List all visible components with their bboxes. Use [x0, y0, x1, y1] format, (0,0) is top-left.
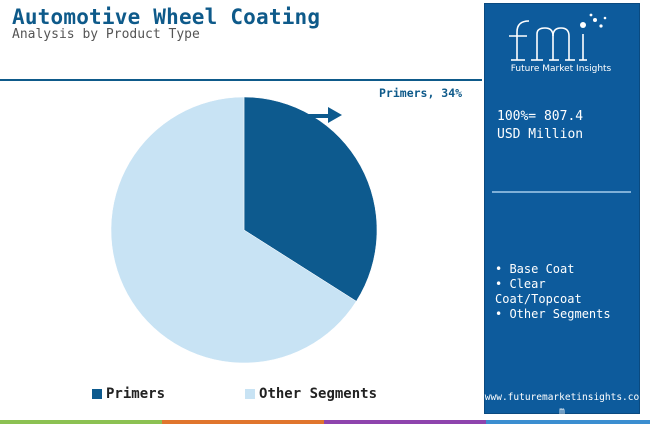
pie-slice-other-segments: [110, 96, 357, 364]
legend-item-other-segments: Other Segments: [245, 386, 377, 402]
header-divider: [0, 79, 482, 81]
page-title: Automotive Wheel Coating: [12, 5, 321, 29]
market-total-unit: USD Million: [497, 127, 584, 142]
legend-swatch-primers: [92, 389, 102, 399]
list-item: • Base Coat: [495, 262, 575, 276]
fmi-logo: [509, 13, 607, 61]
legend-label-primers: Primers: [106, 386, 166, 402]
market-total-value: 100%= 807.4: [497, 109, 584, 124]
list-item: • Clear Coat/Topcoat: [495, 277, 582, 306]
footer-bar-purple: [324, 420, 486, 424]
website-link[interactable]: www.futuremarketinsights.com: [484, 392, 640, 417]
primers-callout-label: Primers, 34%: [379, 86, 463, 100]
other-segments-list: • Base Coat • Clear Coat/Topcoat • Other…: [495, 262, 635, 322]
pie-slice-primers: [243, 96, 378, 302]
pie-chart: [110, 96, 378, 364]
market-total: 100%= 807.4 USD Million: [497, 108, 637, 144]
page-subtitle: Analysis by Product Type: [12, 27, 200, 42]
footer-bar-blue: [486, 420, 650, 424]
legend-swatch-other-segments: [245, 389, 256, 399]
logo-tagline: Future Market Insights: [510, 64, 612, 74]
legend-label-other-segments: Other Segments: [259, 386, 378, 402]
side-info-panel: [484, 3, 640, 414]
footer-bar-orange: [162, 420, 324, 424]
legend-item-primers: Primers: [92, 386, 165, 402]
chart-legend: Primers Other Segments: [92, 386, 377, 402]
list-item: • Other Segments: [495, 307, 611, 321]
panel-divider: [492, 191, 631, 193]
footer-bar-green: [0, 420, 162, 424]
callout-arrow-icon: [300, 107, 342, 123]
